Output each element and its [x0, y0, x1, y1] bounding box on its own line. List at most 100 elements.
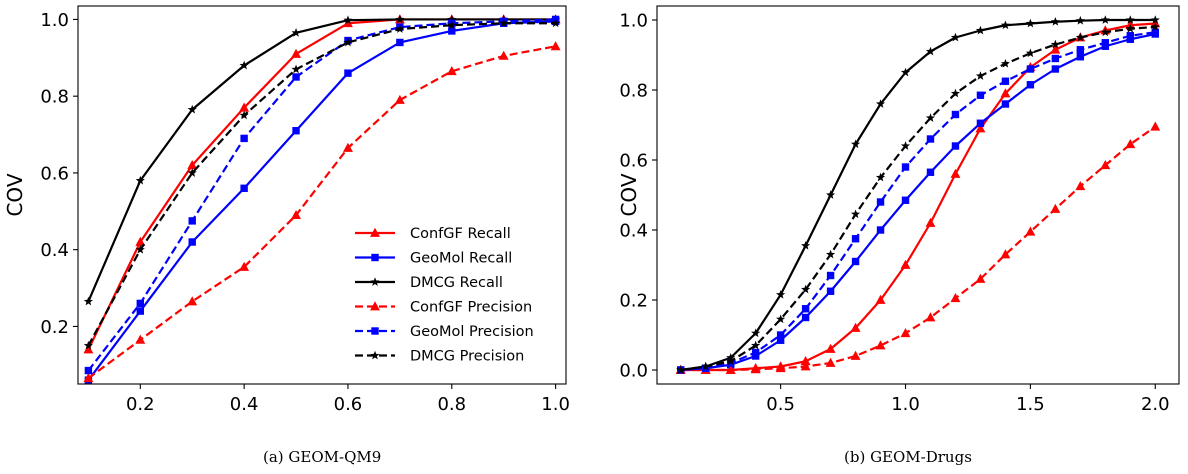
data-point-dmcg-precision-13: [1000, 58, 1010, 68]
chart-panel-geom-qm9: 0.2 0.4 0.6 0.8 1.0 0.2 0.4 0.6 0.8 1.0 COV ConfGF …: [3, 5, 570, 415]
data-point-confgf-recall-5: [343, 18, 353, 28]
data-point-dmcg-recall-7: [447, 14, 457, 24]
y-tick-label: 1.0: [619, 11, 648, 32]
data-point-confgf-recall-7: [850, 322, 861, 332]
data-point-confgf-precision-6: [825, 357, 836, 367]
data-point-dmcg-recall-0: [83, 296, 93, 306]
data-point-geomol-recall-16: [1076, 53, 1085, 61]
series-line-confgf-precision: [87, 45, 556, 380]
data-point-dmcg-recall-11: [950, 32, 961, 42]
data-point-confgf-precision-17: [1100, 160, 1111, 170]
legend-label-confgf-precision: ConfGF Precision: [410, 300, 532, 316]
data-point-geomol-precision-8: [876, 198, 885, 206]
data-point-dmcg-precision-19: [1150, 22, 1160, 31]
data-point-dmcg-precision-17: [1100, 27, 1110, 37]
data-point-dmcg-precision-2: [726, 356, 736, 366]
data-point-dmcg-recall-3: [751, 328, 761, 338]
plot-frame: [77, 5, 567, 385]
y-tick-label: 0.8: [619, 81, 648, 102]
data-point-geomol-recall-3: [240, 184, 248, 192]
data-point-dmcg-recall-17: [1100, 15, 1110, 24]
x-tick-label: 0.6: [334, 394, 363, 415]
series-dmcg-recall: [676, 15, 1160, 374]
data-point-confgf-precision-9: [550, 41, 561, 51]
caption-geom-qm9: (a) GEOM-QM9: [263, 448, 382, 466]
data-point-dmcg-precision-1: [701, 361, 711, 371]
data-point-confgf-precision-12: [975, 273, 986, 283]
data-point-confgf-recall-3: [239, 102, 250, 112]
legend-marker-confgf-recall: [370, 227, 380, 237]
data-point-confgf-precision-14: [1025, 226, 1036, 236]
data-point-dmcg-precision-3: [751, 340, 761, 350]
data-point-confgf-precision-2: [725, 364, 736, 374]
data-point-dmcg-precision-2: [187, 168, 197, 177]
data-point-geomol-recall-13: [1001, 100, 1010, 108]
y-tick-label: 0.0: [619, 361, 648, 382]
data-point-dmcg-precision-8: [875, 172, 886, 182]
y-tick-label: 0.4: [40, 240, 69, 261]
data-point-confgf-recall-1: [135, 236, 146, 246]
legend-label-confgf-recall: ConfGF Recall: [410, 226, 511, 242]
data-point-dmcg-recall-2: [187, 104, 197, 114]
data-point-confgf-precision-7: [446, 66, 457, 76]
data-point-geomol-precision-12: [976, 91, 985, 99]
legend-marker-dmcg-recall: [370, 277, 380, 286]
data-point-dmcg-precision-9: [551, 18, 561, 28]
x-tick-label: 1.0: [541, 394, 570, 415]
data-point-geomol-precision-11: [951, 110, 960, 119]
data-point-dmcg-precision-0: [676, 365, 686, 374]
data-point-dmcg-precision-8: [499, 18, 509, 28]
data-point-geomol-precision-13: [1001, 77, 1010, 85]
data-point-dmcg-precision-7: [447, 20, 457, 30]
data-point-confgf-precision-3: [239, 261, 250, 271]
data-point-dmcg-recall-4: [776, 289, 786, 299]
data-point-geomol-precision-5: [801, 305, 810, 313]
data-point-dmcg-precision-10: [925, 113, 936, 122]
data-point-geomol-recall-5: [801, 313, 810, 322]
caption-geom-drugs: (b) GEOM-Drugs: [844, 448, 972, 466]
data-point-geomol-recall-2: [188, 238, 196, 246]
data-point-dmcg-recall-6: [395, 14, 405, 24]
y-tick-label: 0.2: [619, 291, 648, 312]
data-point-confgf-recall-4: [291, 48, 301, 58]
data-point-confgf-precision-4: [775, 363, 786, 373]
data-point-geomol-recall-6: [396, 38, 404, 47]
data-point-confgf-precision-5: [800, 361, 811, 371]
data-point-confgf-recall-5: [800, 356, 811, 366]
data-point-geomol-precision-15: [1051, 54, 1060, 63]
data-point-geomol-recall-5: [344, 69, 352, 77]
series-confgf-precision: [675, 121, 1161, 374]
data-point-geomol-recall-7: [851, 257, 860, 266]
data-point-dmcg-precision-14: [1025, 48, 1035, 58]
data-point-dmcg-recall-13: [1000, 20, 1010, 30]
data-point-dmcg-recall-19: [1150, 15, 1160, 24]
series-dmcg-precision: [676, 22, 1160, 374]
legend-label-geomol-precision: GeoMol Precision: [410, 324, 534, 340]
data-point-geomol-recall-14: [1026, 81, 1035, 89]
plot-frame: [656, 5, 1180, 385]
data-point-confgf-precision-3: [750, 364, 761, 374]
data-point-geomol-recall-11: [951, 142, 960, 150]
legend-marker-confgf-precision: [370, 301, 380, 311]
series-line-dmcg-precision: [87, 22, 556, 347]
data-point-dmcg-precision-3: [239, 110, 249, 120]
data-point-confgf-recall-0: [83, 344, 94, 354]
data-point-dmcg-recall-3: [239, 60, 249, 70]
legend-marker-geomol-precision: [371, 327, 379, 335]
series-geomol-precision: [677, 28, 1159, 374]
chart-panel-geom-drugs: 0.5 1.0 1.5 2.0 0.0 0.2 0.4 0.6 0.8 1.0 COV: [617, 5, 1180, 415]
data-point-confgf-recall-9: [900, 259, 911, 269]
x-tick-label: 0.2: [126, 394, 155, 415]
series-geomol-precision: [84, 15, 560, 375]
data-point-confgf-precision-6: [394, 94, 405, 104]
x-tick-label: 1.5: [1016, 394, 1045, 415]
data-point-confgf-precision-13: [1000, 249, 1011, 259]
data-point-dmcg-recall-16: [1075, 15, 1085, 25]
data-point-geomol-precision-9: [901, 163, 910, 171]
data-point-dmcg-precision-5: [801, 284, 811, 294]
data-point-geomol-precision-0: [84, 366, 93, 375]
data-point-confgf-precision-15: [1050, 203, 1061, 213]
data-point-confgf-recall-6: [825, 343, 836, 353]
data-point-dmcg-precision-9: [900, 141, 911, 150]
data-point-geomol-precision-1: [136, 299, 144, 308]
